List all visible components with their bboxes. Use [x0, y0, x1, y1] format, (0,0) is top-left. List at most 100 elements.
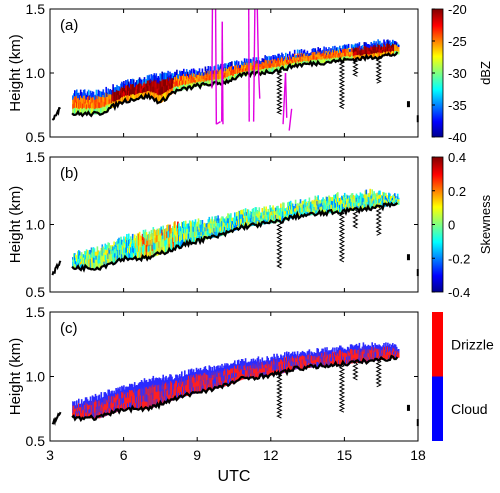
- radar-pixel: [282, 54, 284, 58]
- y-tick-label: 1.5: [26, 149, 46, 165]
- magenta-segment: [222, 22, 223, 124]
- y-axis-label: Height (km): [7, 34, 24, 112]
- panel-label: (a): [60, 17, 78, 34]
- radar-pixel: [295, 200, 297, 205]
- radar-pixel: [270, 56, 272, 60]
- radar-pixel: [332, 348, 334, 353]
- radar-pixel: [325, 47, 327, 51]
- colorbar-tick-label: 0.4: [448, 150, 466, 165]
- colorbar-tick-label: -35: [448, 98, 467, 113]
- panel-2: 0.5 1.0 1.5 Height (km) (b) 0.4 0.2 0 -0.2 -0.4 Sk…: [7, 149, 493, 300]
- y-axis-label: Height (km): [7, 338, 24, 416]
- y-tick-label: 0.5: [26, 284, 46, 300]
- panel-3: 0.5 1.0 1.5 3 6 9 12 15 18 UTC Height (km) (c) Drizz…: [7, 304, 494, 485]
- y-tick-label: 1.0: [26, 369, 46, 385]
- colorbar: 0.4 0.2 0 -0.2 -0.4 Skewness: [432, 150, 493, 300]
- radar-pixel: [398, 355, 400, 358]
- y-tick-label: 1.0: [26, 65, 46, 81]
- radar-pixel: [297, 351, 299, 356]
- radar-pixel: [208, 66, 210, 71]
- colorbar-title: dBZ: [478, 61, 493, 85]
- radar-pixel: [280, 204, 282, 209]
- colorbar-tick-label: -20: [448, 2, 467, 17]
- radar-pixel: [379, 191, 381, 196]
- radar-pixel: [398, 203, 400, 205]
- radar-pixel: [301, 49, 303, 53]
- radar-pixel: [398, 52, 400, 55]
- radar-pixel: [348, 44, 350, 49]
- y-tick-label: 1.5: [26, 1, 46, 17]
- radar-pixel: [283, 203, 285, 208]
- radar-pixel: [344, 193, 346, 198]
- panel-label: (b): [60, 165, 78, 182]
- radar-pixel: [294, 50, 296, 55]
- colorbar-tick-label: 0: [448, 218, 455, 233]
- y-tick-label: 0.5: [26, 129, 46, 145]
- radar-pixel: [266, 57, 268, 61]
- radar-pixel: [258, 356, 260, 362]
- magenta-segment: [216, 9, 217, 124]
- radar-pixel: [238, 61, 240, 65]
- colorbar-title: Skewness: [478, 194, 493, 254]
- radar-pixel: [369, 189, 371, 194]
- radar-pixel: [231, 61, 233, 66]
- radar-pixel: [194, 70, 196, 75]
- radar-pixel: [359, 343, 361, 348]
- colorbar-tick-label: -40: [448, 130, 467, 145]
- radar-pixel: [76, 400, 78, 405]
- colorbar-segment: [432, 312, 443, 377]
- x-tick-label: 12: [263, 447, 279, 463]
- radar-pixel: [366, 190, 368, 195]
- colorbar: -20 -25 -30 -35 -40 dBZ: [432, 2, 493, 145]
- colorbar-tick-label: -0.2: [448, 251, 470, 266]
- radar-pixel: [199, 68, 201, 73]
- colorbar-category-label: Cloud: [451, 401, 488, 417]
- colorbar-tick-label: -30: [448, 66, 467, 81]
- radar-pixel: [285, 53, 287, 57]
- x-tick-label: 6: [120, 447, 128, 463]
- radar-pixel: [205, 67, 207, 72]
- radar-pixel: [328, 47, 330, 51]
- x-tick-label: 15: [337, 447, 353, 463]
- radar-pixel: [105, 87, 107, 93]
- y-tick-label: 1.5: [26, 304, 46, 320]
- x-axis-label: UTC: [218, 468, 251, 485]
- radar-pixel: [359, 42, 361, 47]
- radar-pixel: [323, 47, 325, 52]
- x-tick-label: 9: [193, 447, 201, 463]
- late-echo: [407, 101, 410, 107]
- y-tick-label: 1.0: [26, 217, 46, 233]
- radar-pixel: [79, 251, 81, 256]
- radar-pixel: [272, 205, 274, 210]
- colorbar: Drizzle Cloud: [432, 312, 494, 441]
- late-echo: [407, 405, 410, 411]
- colorbar-tick-label: -0.4: [448, 285, 470, 300]
- radar-pixel: [262, 208, 264, 213]
- radar-pixel: [309, 198, 311, 203]
- radar-pixel: [300, 199, 302, 204]
- radar-pixel: [297, 50, 299, 54]
- x-tick-label: 18: [410, 447, 426, 463]
- colorbar-segment: [432, 377, 443, 442]
- colorbar-tick-label: -25: [448, 34, 467, 49]
- late-echo: [407, 254, 410, 260]
- radar-pixel: [259, 207, 261, 212]
- panel-1: 0.5 1.0 1.5 Height (km) (a) -20 -25 -30 -35 -40 dB…: [7, 1, 493, 145]
- radar-pixel: [299, 50, 301, 54]
- panel-label: (c): [60, 320, 78, 337]
- y-axis-label: Height (km): [7, 186, 24, 264]
- colorbar-tick-label: 0.2: [448, 184, 466, 199]
- radar-pixel: [337, 192, 339, 197]
- radar-pixel: [74, 401, 76, 406]
- radar-pixel: [78, 399, 80, 404]
- radar-pixel: [309, 349, 311, 354]
- colorbar-category-label: Drizzle: [451, 336, 494, 352]
- radar-pixel: [334, 348, 336, 353]
- radar-pixel: [265, 207, 267, 212]
- radar-pixel: [284, 352, 286, 358]
- y-tick-label: 0.5: [26, 433, 46, 449]
- radar-pixel: [202, 69, 204, 74]
- x-tick-label: 3: [46, 447, 54, 463]
